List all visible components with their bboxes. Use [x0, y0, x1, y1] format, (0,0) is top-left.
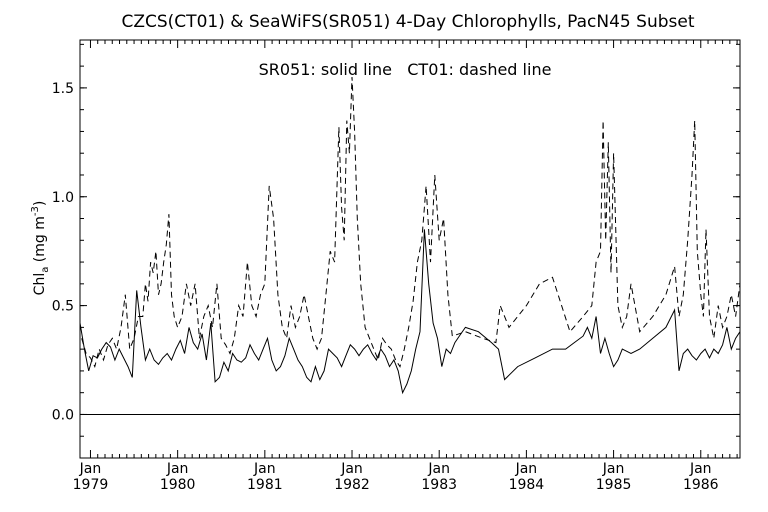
y-axis: 0.0 0.5 1.0 1.5 [52, 43, 740, 437]
y-tick-label: 1.0 [52, 190, 74, 206]
chart-title: CZCS(CT01) & SeaWiFS(SR051) 4-Day Chloro… [122, 12, 695, 32]
y-tick-label: 0.5 [52, 299, 74, 315]
x-tick-month-label: Jan [689, 461, 712, 477]
y-tick-label: 0.0 [52, 407, 74, 423]
plot-border [79, 39, 741, 459]
series-line-ct01 [81, 76, 741, 369]
series-line-sr051 [79, 229, 741, 395]
y-label-subscript: a [40, 267, 51, 273]
y-label-units: (mg m [32, 216, 48, 267]
x-tick-year-label: 1981 [247, 477, 283, 493]
x-axis: Jan1979Jan1980Jan1981Jan1982Jan1983Jan19… [73, 40, 738, 493]
x-tick-year-label: 1979 [73, 477, 109, 493]
x-tick-month-label: Jan [340, 461, 363, 477]
x-tick-month-label: Jan [166, 461, 189, 477]
x-tick-year-label: 1980 [160, 477, 196, 493]
x-tick-year-label: 1984 [509, 477, 545, 493]
x-tick-month-label: Jan [253, 461, 276, 477]
x-tick-year-label: 1983 [421, 477, 457, 493]
x-tick-month-label: Jan [602, 461, 625, 477]
x-tick-year-label: 1986 [683, 477, 719, 493]
x-tick-month-label: Jan [515, 461, 538, 477]
x-tick-year-label: 1982 [334, 477, 370, 493]
x-tick-month-label: Jan [427, 461, 450, 477]
x-tick-year-label: 1985 [596, 477, 632, 493]
plot-area [79, 39, 741, 459]
y-axis-label: Chla (mg m-3) [30, 201, 51, 296]
y-label-main: Chl [32, 273, 48, 296]
y-tick-label: 1.5 [52, 81, 74, 97]
series-legend-annotation: SR051: solid line CT01: dashed line [259, 60, 552, 79]
y-label-units-close: ) [32, 201, 48, 206]
x-tick-month-label: Jan [79, 461, 102, 477]
y-label-units-superscript: -3 [30, 206, 41, 216]
series-layer [79, 76, 741, 395]
